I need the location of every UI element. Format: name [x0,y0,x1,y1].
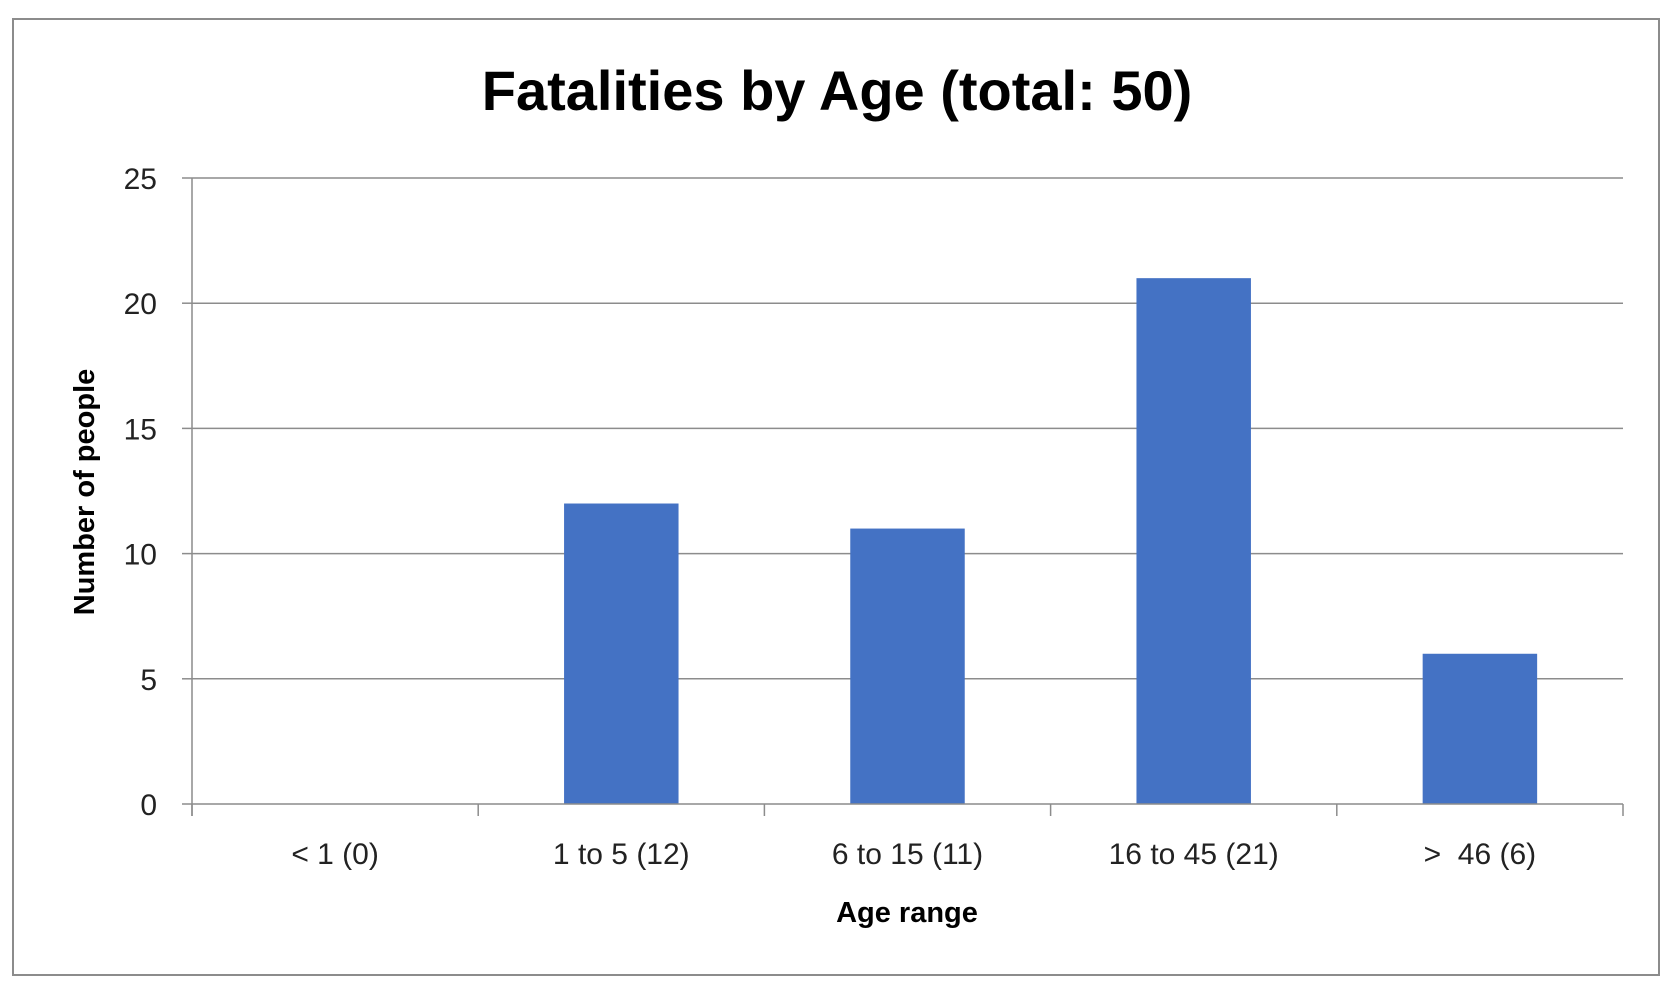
x-tick-label: 6 to 15 (11) [832,838,983,871]
chart-title: Fatalities by Age (total: 50) [482,59,1193,122]
x-tick-label: < 1 (0) [291,838,379,871]
x-tick-label: > 46 (6) [1424,838,1537,871]
x-tick-labels: < 1 (0) 1 to 5 (12) 6 to 15 (11) 16 to 45 (… [291,838,1536,871]
y-axis-title: Number of people [69,369,101,616]
x-tick-label: 16 to 45 (21) [1109,838,1279,871]
y-tick-label: 20 [124,288,157,321]
x-axis-title: Age range [836,897,978,929]
axes [182,177,1624,816]
y-tick-label: 5 [140,664,157,697]
bar-1 [564,503,679,804]
y-tick-label: 25 [124,163,157,196]
bar-2 [850,528,965,804]
x-tick-label: 1 to 5 (12) [553,838,690,871]
y-tick-label: 15 [124,413,157,446]
y-tick-label: 10 [124,539,157,572]
bar-4 [1422,653,1538,804]
bar-3 [1136,278,1251,804]
y-tick-label: 0 [140,789,157,822]
bars [564,278,1538,804]
y-tick-labels: 0 5 10 15 20 25 [124,163,157,822]
